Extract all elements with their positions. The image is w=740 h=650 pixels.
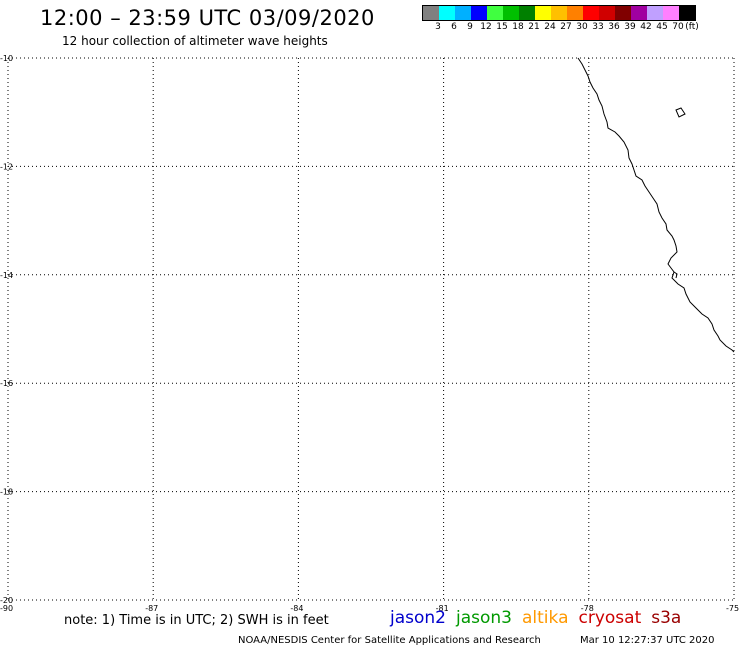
colorbar-swatch (519, 6, 535, 20)
latitude-tick-label: -14 (0, 271, 13, 280)
colorbar-swatch (679, 6, 695, 20)
colorbar-swatch (631, 6, 647, 20)
longitude-tick-label: -84 (290, 604, 303, 613)
colorbar-label: 70 (672, 22, 684, 32)
colorbar-swatch (503, 6, 519, 20)
latitude-tick-label: -12 (0, 162, 13, 171)
latitude-tick-label: -20 (0, 596, 13, 605)
colorbar-label: 9 (467, 22, 473, 32)
colorbar-swatch (423, 6, 439, 20)
latitude-tick-label: -18 (0, 488, 13, 497)
satellite-jason2: jason2 (390, 608, 446, 628)
altimeter-map: -90 -87 -84 -81 -78 -75 -10 -12 -14 -16 -18 -20 (0, 54, 739, 613)
satellite-legend: jason2 jason3 altika cryosat s3a (390, 608, 691, 628)
colorbar-label: 21 (528, 22, 540, 32)
colorbar-label: 36 (608, 22, 620, 32)
colorbar-label: 33 (592, 22, 604, 32)
longitude-tick-label: -90 (0, 604, 13, 613)
colorbar-swatch (487, 6, 503, 20)
longitude-tick-label: -81 (436, 604, 449, 613)
latitude-tick-label: -16 (0, 379, 13, 388)
peru-coastline (577, 57, 735, 353)
map-gridlines (7, 57, 735, 601)
satellite-jason3: jason3 (456, 608, 512, 628)
satellite-s3a: s3a (651, 608, 682, 628)
longitude-tick-label: -78 (581, 604, 594, 613)
colorbar-label: 24 (544, 22, 556, 32)
colorbar-swatch (535, 6, 551, 20)
longitude-tick-label: -87 (145, 604, 158, 613)
credit-text: NOAA/NESDIS Center for Satellite Applica… (238, 635, 541, 646)
longitude-tick-label: -75 (726, 604, 739, 613)
colorbar-swatch (455, 6, 471, 20)
latitude-tick-label: -10 (0, 54, 13, 63)
colorbar-swatch (599, 6, 615, 20)
colorbar-label: 15 (496, 22, 508, 32)
colorbar-swatch (583, 6, 599, 20)
colorbar-swatch (471, 6, 487, 20)
footer-note: note: 1) Time is in UTC; 2) SWH is in fe… (64, 613, 329, 628)
colorbar-swatch (551, 6, 567, 20)
map-title: 12:00 – 23:59 UTC 03/09/2020 (40, 6, 375, 30)
colorbar-swatch (439, 6, 455, 20)
map-tick-labels: -90 -87 -84 -81 -78 -75 -10 -12 -14 -16 -18 -20 (0, 54, 739, 613)
coast-inlet (673, 271, 678, 279)
colorbar-label: 6 (451, 22, 457, 32)
colorbar-label: 42 (640, 22, 652, 32)
satellite-altika: altika (522, 608, 569, 628)
colorbar-label: 12 (480, 22, 492, 32)
colorbar-unit: (ft) (685, 22, 699, 32)
map-subtitle: 12 hour collection of altimeter wave hei… (62, 34, 328, 48)
colorbar-label: 30 (576, 22, 588, 32)
generated-timestamp: Mar 10 12:27:37 UTC 2020 (580, 635, 715, 646)
colorbar-label: 3 (435, 22, 441, 32)
colorbar-labels: 3 6 9 12 15 18 21 24 27 30 33 36 39 42 45 70 (ft) (422, 22, 740, 34)
colorbar-label: 45 (656, 22, 668, 32)
colorbar-swatch (567, 6, 583, 20)
colorbar-swatch (647, 6, 663, 20)
wave-height-colorbar (422, 5, 696, 21)
island-outline (675, 107, 686, 118)
colorbar-label: 18 (512, 22, 524, 32)
colorbar-label: 39 (624, 22, 636, 32)
satellite-cryosat: cryosat (578, 608, 642, 628)
colorbar-swatch (615, 6, 631, 20)
colorbar-label: 27 (560, 22, 572, 32)
colorbar-swatch (663, 6, 679, 20)
